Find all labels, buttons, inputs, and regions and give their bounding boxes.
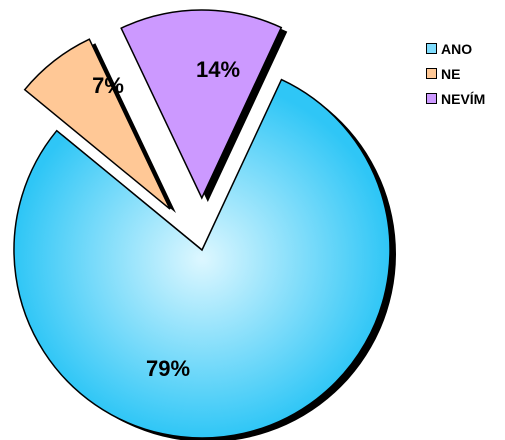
data-labels: 79% 7% 14% bbox=[92, 57, 240, 381]
slice-ne bbox=[23, 38, 171, 210]
legend: ANO NE NEVÍM bbox=[426, 36, 485, 111]
slice-nevim bbox=[120, 9, 283, 200]
data-label-nevim: 14% bbox=[196, 57, 240, 82]
legend-swatch-ne bbox=[426, 68, 437, 79]
data-label-ne: 7% bbox=[92, 73, 124, 98]
legend-item-ano: ANO bbox=[426, 36, 485, 61]
data-label-ano: 79% bbox=[146, 356, 190, 381]
legend-label-nevim: NEVÍM bbox=[441, 90, 486, 107]
legend-label-ne: NE bbox=[441, 65, 461, 82]
legend-item-nevim: NEVÍM bbox=[426, 86, 485, 111]
legend-swatch-ano bbox=[426, 43, 437, 54]
legend-label-ano: ANO bbox=[441, 40, 473, 57]
legend-item-ne: NE bbox=[426, 61, 485, 86]
pie-slices bbox=[13, 9, 391, 439]
legend-swatch-nevim bbox=[426, 93, 437, 104]
slice-ano bbox=[13, 78, 391, 439]
